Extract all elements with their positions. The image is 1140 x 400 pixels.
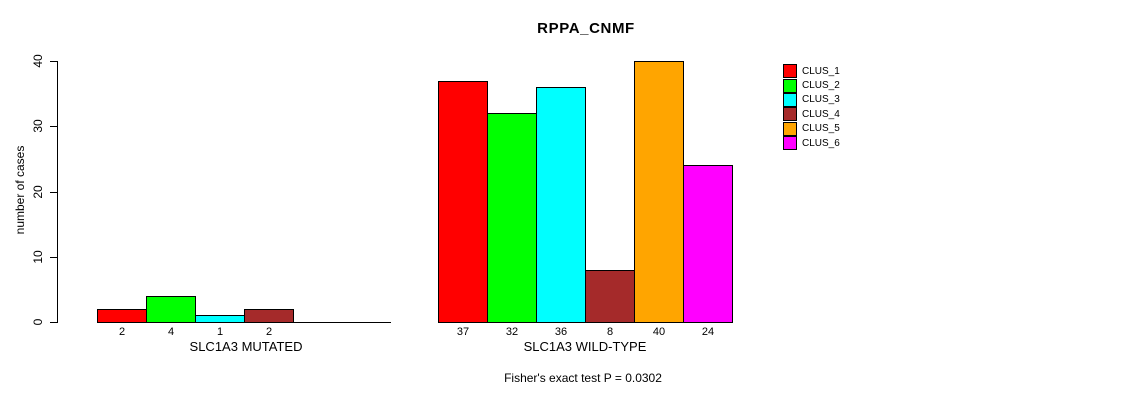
bar-clus_5: [634, 61, 684, 323]
legend-swatch-clus_1: [783, 64, 797, 79]
y-tick-mark: [50, 256, 57, 258]
bar-value-label: 32: [505, 326, 519, 338]
legend-label: CLUS_4: [802, 108, 840, 120]
legend: CLUS_1 CLUS_2 CLUS_3 CLUS_4 CLUS_5 CLUS_6: [783, 64, 840, 151]
y-tick-mark: [50, 322, 57, 323]
legend-label: CLUS_6: [802, 137, 840, 149]
y-tick-label: 0: [31, 318, 45, 326]
legend-item: CLUS_5: [783, 121, 840, 136]
legend-swatch-clus_5: [783, 121, 797, 136]
bar-value-label: 2: [265, 326, 273, 338]
y-tick-label: 40: [31, 54, 45, 68]
bar-clus_6: [683, 165, 733, 323]
y-tick-mark: [50, 126, 57, 128]
bar-value-label: 36: [554, 326, 568, 338]
y-tick-label: 20: [31, 184, 45, 199]
y-tick-mark: [50, 61, 57, 62]
bar-clus_3: [536, 87, 586, 323]
chart-title: RPPA_CNMF: [537, 20, 635, 37]
legend-item: CLUS_3: [783, 92, 840, 107]
y-tick-mark: [50, 191, 57, 193]
legend-swatch-clus_3: [783, 92, 797, 107]
bar-clus_4: [585, 269, 635, 323]
legend-label: CLUS_2: [802, 80, 840, 92]
legend-swatch-clus_4: [783, 107, 797, 122]
bar-value-label: 1: [216, 326, 224, 338]
bar-clus_4: [244, 308, 294, 323]
legend-label: CLUS_1: [802, 65, 840, 77]
bar-clus_3: [195, 315, 245, 323]
group-label-mutated: SLC1A3 MUTATED: [189, 339, 303, 354]
legend-swatch-clus_6: [783, 136, 797, 151]
bar-clus_1: [438, 80, 488, 323]
bar-value-label: 24: [701, 326, 715, 338]
bar-clus_2: [487, 113, 537, 323]
y-axis-label: number of cases: [13, 145, 27, 235]
bar-value-label: 8: [606, 326, 614, 338]
y-axis-line: [57, 61, 58, 323]
y-tick-label: 10: [31, 250, 45, 264]
legend-item: CLUS_1: [783, 64, 840, 79]
bar-clus_1: [97, 308, 147, 323]
pvalue-text: Fisher's exact test P = 0.0302: [504, 371, 662, 385]
bar-value-label: 37: [456, 326, 470, 338]
legend-item: CLUS_2: [783, 78, 840, 93]
legend-label: CLUS_5: [802, 123, 840, 135]
legend-swatch-clus_2: [783, 78, 797, 93]
legend-label: CLUS_3: [802, 94, 840, 106]
legend-item: CLUS_4: [783, 107, 840, 122]
legend-item: CLUS_6: [783, 136, 840, 151]
bar-value-label: 4: [167, 326, 175, 338]
bar-value-label: 2: [118, 326, 126, 338]
y-tick-label: 30: [31, 119, 45, 133]
group-label-wildtype: SLC1A3 WILD-TYPE: [523, 339, 647, 354]
bar-clus_2: [146, 295, 196, 323]
bar-value-label: 40: [652, 326, 666, 338]
